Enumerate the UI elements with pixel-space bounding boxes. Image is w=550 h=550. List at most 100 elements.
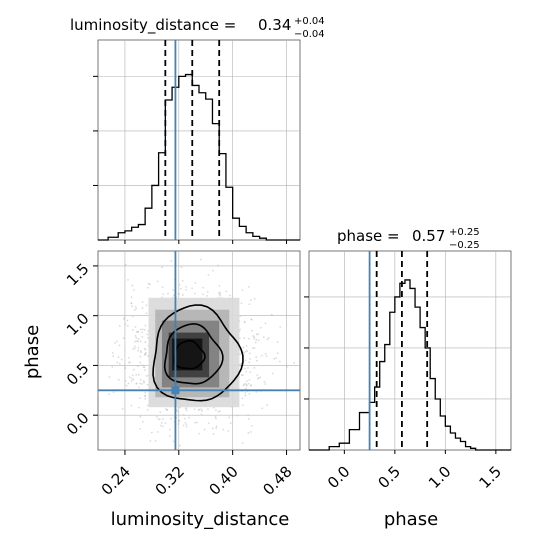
scatter-point	[222, 428, 225, 431]
scatter-point	[132, 348, 135, 351]
scatter-point	[130, 377, 133, 380]
scatter-point	[253, 336, 256, 339]
scatter-point	[279, 360, 281, 363]
scatter-point	[134, 305, 137, 308]
scatter-point	[159, 411, 162, 414]
scatter-point	[140, 351, 142, 354]
scatter-point	[122, 337, 125, 340]
scatter-point	[179, 287, 182, 290]
scatter-point	[246, 384, 248, 387]
scatter-point	[215, 425, 218, 428]
scatter-point	[169, 435, 171, 437]
scatter-point	[184, 417, 186, 420]
contour-line	[163, 323, 224, 385]
scatter-point	[250, 329, 253, 332]
scatter-point	[193, 408, 196, 411]
scatter-point	[279, 326, 282, 328]
svg-text:+0.25: +0.25	[449, 227, 480, 238]
svg-text:+0.04: +0.04	[294, 16, 325, 27]
scatter-point	[244, 394, 247, 397]
scatter-point	[157, 431, 159, 433]
scatter-point	[247, 366, 249, 369]
scatter-point	[251, 347, 254, 349]
scatter-point	[266, 404, 269, 407]
scatter-point	[130, 302, 133, 305]
scatter-point	[171, 449, 173, 450]
scatter-point	[134, 334, 137, 337]
scatter-point	[192, 458, 194, 460]
x-tick-label-luminosity-distance: 0.40	[206, 462, 242, 498]
scatter-point	[259, 326, 262, 329]
scatter-point	[185, 423, 188, 426]
scatter-point	[253, 347, 256, 350]
scatter-point	[177, 407, 180, 409]
scatter-point	[185, 425, 188, 428]
svg-text:0.57: 0.57	[412, 227, 445, 245]
contour-line	[152, 304, 244, 402]
scatter-point	[137, 349, 140, 352]
scatter-point	[141, 364, 144, 367]
scatter-point	[247, 414, 249, 417]
scatter-point	[257, 339, 260, 342]
scatter-point	[184, 408, 187, 410]
scatter-point	[147, 282, 150, 285]
scatter-point	[142, 380, 145, 382]
scatter-point	[128, 376, 131, 379]
scatter-point	[265, 355, 268, 358]
x-tick-label-luminosity-distance: 0.24	[98, 462, 134, 498]
scatter-point	[139, 328, 142, 331]
scatter-point	[118, 344, 121, 347]
scatter-point	[188, 416, 191, 419]
scatter-point	[225, 290, 228, 293]
scatter-point	[264, 352, 267, 355]
scatter-point	[137, 373, 140, 376]
scatter-point	[139, 382, 142, 385]
scatter-point	[245, 370, 248, 373]
scatter-point	[150, 431, 153, 434]
scatter-point	[122, 318, 125, 320]
scatter-point	[154, 439, 157, 442]
scatter-point	[211, 427, 214, 430]
scatter-point	[145, 312, 148, 315]
scatter-point	[218, 284, 221, 287]
scatter-point	[215, 417, 217, 420]
x-tick-label-luminosity-distance: 0.32	[152, 462, 188, 498]
scatter-point	[198, 432, 200, 435]
scatter-point	[246, 380, 248, 383]
scatter-point	[243, 337, 246, 339]
scatter-point	[273, 357, 276, 360]
scatter-point	[247, 382, 250, 385]
scatter-point	[248, 393, 251, 395]
scatter-point	[144, 348, 147, 351]
scatter-point	[182, 424, 185, 427]
scatter-point	[147, 355, 149, 357]
scatter-point	[141, 331, 144, 334]
scatter-point	[242, 364, 245, 367]
scatter-point	[177, 420, 180, 423]
scatter-point	[120, 358, 123, 361]
scatter-point	[244, 387, 247, 390]
scatter-point	[180, 266, 183, 269]
scatter-point	[246, 350, 249, 352]
scatter-point	[249, 371, 252, 373]
scatter-point	[161, 266, 164, 269]
scatter-point	[157, 418, 160, 420]
scatter-point	[243, 321, 246, 324]
scatter-point	[262, 336, 265, 338]
scatter-point	[248, 379, 251, 381]
scatter-point	[202, 457, 204, 459]
scatter-point	[206, 290, 209, 293]
scatter-point	[245, 344, 248, 347]
scatter-point	[263, 380, 266, 383]
scatter-point	[206, 295, 208, 297]
scatter-point	[161, 425, 164, 428]
x-tick-label-luminosity-distance: 0.48	[259, 462, 295, 498]
scatter-point	[112, 391, 115, 394]
scatter-point	[185, 285, 187, 288]
scatter-point	[253, 337, 256, 340]
scatter-point	[135, 307, 138, 310]
scatter-point	[249, 358, 252, 360]
scatter-point	[137, 340, 139, 343]
scatter-point	[164, 422, 167, 425]
scatter-point	[117, 378, 120, 381]
